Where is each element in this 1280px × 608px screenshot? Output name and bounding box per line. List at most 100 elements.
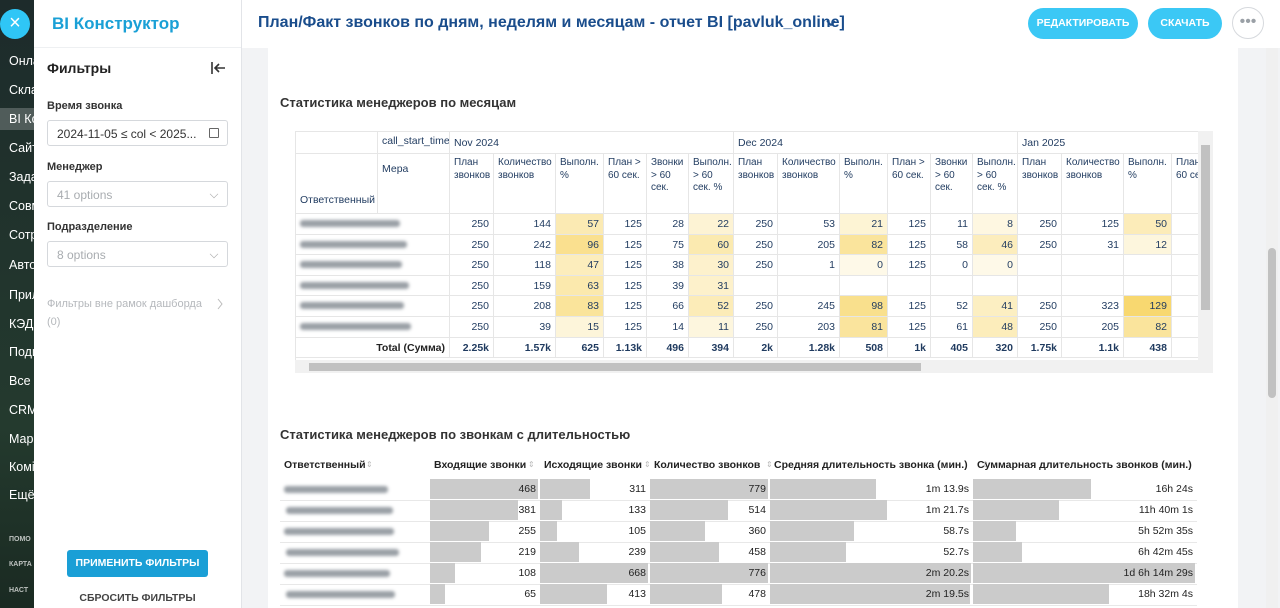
nav-item[interactable]: Сотр bbox=[9, 228, 34, 242]
cell-value: 16h 24s bbox=[1155, 483, 1193, 495]
pivot-cell bbox=[973, 275, 1018, 297]
pivot-cell bbox=[931, 275, 973, 297]
nav-item[interactable]: Авто bbox=[9, 258, 34, 272]
pivot-cell: 61 bbox=[931, 317, 973, 338]
pivot-cell: 31 bbox=[689, 275, 734, 297]
pivot-cell: 250 bbox=[450, 255, 494, 276]
row-divider bbox=[280, 500, 1197, 501]
pivot-cell: 144 bbox=[494, 214, 556, 235]
cell-value: 255 bbox=[518, 525, 536, 537]
cell-value: 668 bbox=[628, 567, 646, 579]
nav-item[interactable]: Прил bbox=[9, 288, 34, 302]
column-header[interactable]: Ответственный bbox=[284, 459, 366, 471]
field-input[interactable]: 41 options bbox=[47, 181, 228, 207]
pivot-cell bbox=[778, 275, 840, 297]
pivot-cell: 250 bbox=[450, 234, 494, 256]
bar bbox=[770, 542, 846, 562]
column-header[interactable]: Суммарная длительность звонков (мин.) bbox=[977, 459, 1192, 471]
nav-item[interactable]: Онла bbox=[9, 54, 34, 68]
row-name bbox=[296, 255, 450, 276]
edit-button[interactable]: РЕДАКТИРОВАТЬ bbox=[1028, 8, 1138, 39]
measure-header: Звонки > 60 сек. bbox=[647, 154, 689, 214]
sort-icon: ⇕ bbox=[528, 460, 535, 469]
nav-small-item[interactable]: КАРТА bbox=[9, 561, 32, 568]
pivot-title: Статистика менеджеров по месяцам bbox=[280, 95, 517, 110]
pivot-cell: 125 bbox=[888, 214, 931, 235]
pivot-cell: 52 bbox=[689, 296, 734, 317]
filter-panel: Фильтры Время звонка 2024-11-05 ≤ col < 2… bbox=[34, 0, 242, 608]
nav-item[interactable]: КЭДО bbox=[9, 317, 34, 331]
column-header[interactable]: Средняя длительность звонка (мин.) bbox=[774, 459, 968, 471]
page-scrollbar bbox=[1266, 48, 1278, 608]
sort-icon: ⇕ bbox=[766, 460, 773, 469]
nav-item[interactable]: CRM bbox=[9, 403, 34, 417]
pivot-cell: 15 bbox=[556, 317, 604, 338]
pivot-cell bbox=[888, 275, 931, 297]
total-cell: 320 bbox=[973, 337, 1018, 359]
pivot-cell: 323 bbox=[1062, 296, 1124, 317]
cell-value: 2m 20.2s bbox=[925, 567, 969, 579]
close-button[interactable]: × bbox=[0, 9, 30, 39]
row-label: Ответственный bbox=[296, 154, 378, 214]
nav-item[interactable]: Ещё bbox=[9, 488, 34, 502]
pivot-cell: 1 bbox=[1172, 235, 1198, 256]
bar bbox=[540, 584, 607, 604]
outside-count: (0) bbox=[47, 316, 61, 328]
nav-item[interactable]: BI Ко bbox=[0, 108, 34, 130]
title-chevron[interactable] bbox=[825, 19, 837, 29]
app-bar: BI Конструктор bbox=[34, 0, 241, 48]
pivot-cell: 98 bbox=[840, 296, 888, 317]
nav-item[interactable]: Скла bbox=[9, 83, 34, 97]
pivot-cell: 58 bbox=[931, 234, 973, 256]
row-name bbox=[296, 296, 450, 317]
sort-icon: ⇕ bbox=[366, 460, 373, 469]
scroll-thumb[interactable] bbox=[309, 363, 921, 371]
column-header[interactable]: Входящие звонки bbox=[434, 459, 527, 471]
more-button[interactable]: ••• bbox=[1232, 7, 1264, 39]
pivot-cell: 11 bbox=[689, 317, 734, 338]
nav-item[interactable]: Совм bbox=[9, 199, 34, 213]
scroll-thumb[interactable] bbox=[1268, 248, 1276, 398]
scroll-thumb[interactable] bbox=[1201, 145, 1210, 310]
pivot-cell: 250 bbox=[734, 234, 778, 256]
pivot-cell: 96 bbox=[556, 234, 604, 256]
nav-item[interactable]: Мар bbox=[9, 432, 34, 446]
filters-title: Фильтры bbox=[47, 60, 112, 76]
pivot-cell: 125 bbox=[604, 317, 647, 338]
cell-value: 11h 40m 1s bbox=[1138, 504, 1193, 516]
pivot-cell: 60 bbox=[689, 234, 734, 256]
pivot-cell: 11 bbox=[931, 214, 973, 235]
column-header[interactable]: Исходящие звонки bbox=[544, 459, 642, 471]
pivot-cell: 8 bbox=[973, 214, 1018, 235]
pivot-cell: 125 bbox=[888, 234, 931, 256]
pivot-cell: 1 bbox=[778, 255, 840, 276]
reset-button[interactable]: СБРОСИТЬ ФИЛЬТРЫ bbox=[79, 592, 196, 604]
nav-item[interactable]: Зада bbox=[9, 170, 34, 184]
field-input[interactable]: 8 options bbox=[47, 241, 228, 267]
row-divider bbox=[280, 542, 1197, 543]
nav-small-item[interactable]: НАСТ bbox=[9, 587, 29, 594]
blurred-name bbox=[300, 302, 404, 310]
nav-item[interactable]: Все с bbox=[9, 374, 34, 388]
row-name bbox=[296, 275, 450, 297]
nav-item[interactable]: Сайт bbox=[9, 141, 34, 155]
pivot-cell bbox=[1124, 275, 1172, 297]
nav-item[interactable]: Комі bbox=[9, 460, 34, 474]
outside-filters[interactable]: Фильтры вне рамок дашборда bbox=[47, 298, 202, 310]
cell-value: 219 bbox=[518, 546, 536, 558]
nav-small-item[interactable]: ПОМО bbox=[9, 536, 31, 543]
bar bbox=[430, 479, 538, 499]
pivot-cell: 129 bbox=[1124, 296, 1172, 317]
pivot-cell: 0 bbox=[973, 255, 1018, 276]
download-button[interactable]: СКАЧАТЬ bbox=[1148, 8, 1222, 39]
pivot-cell bbox=[1172, 255, 1198, 276]
column-header[interactable]: Количество звонков bbox=[654, 459, 761, 471]
collapse-icon[interactable] bbox=[209, 60, 227, 76]
field-input[interactable]: 2024-11-05 ≤ col < 2025... bbox=[47, 120, 228, 146]
apply-button[interactable]: ПРИМЕНИТЬ ФИЛЬТРЫ bbox=[67, 550, 208, 577]
cell-value: 1m 13.9s bbox=[925, 483, 969, 495]
column-label: call_start_time bbox=[378, 132, 450, 154]
pivot-hscroll bbox=[295, 360, 1213, 373]
bar bbox=[540, 563, 648, 583]
nav-item[interactable]: Поди bbox=[9, 345, 34, 359]
